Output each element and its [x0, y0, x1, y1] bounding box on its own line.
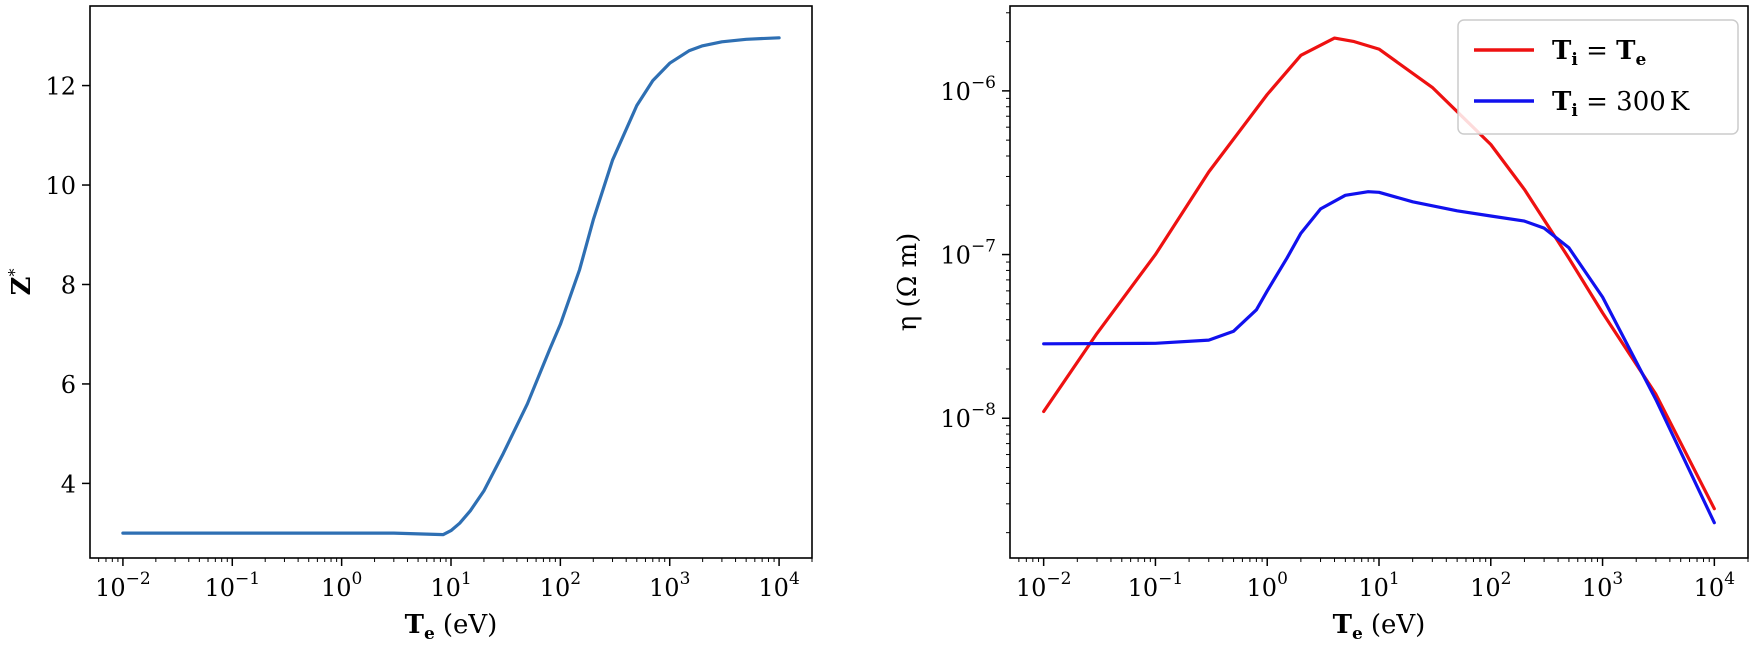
x-tick-label: 104 — [1694, 569, 1735, 602]
y-tick-label: 6 — [61, 371, 76, 399]
legend-label-ti-te: Ti = Te — [1552, 36, 1647, 70]
x-tick-label: 101 — [1358, 569, 1399, 602]
y-tick-label: 10−6 — [940, 73, 996, 106]
left-y-axis-label: Z* — [5, 269, 37, 296]
right-chart-panel: 10−2 10−1 100 101 102 103 104 10−8 10−7 10−6 Te(… — [893, 5, 1749, 644]
series-line-1-0 — [1042, 36, 1716, 511]
series-line-1-1 — [1042, 190, 1716, 525]
left-y-ticks: 4 6 8 10 12 — [45, 73, 90, 498]
legend: Ti = Te Ti = 300 K — [1457, 19, 1739, 135]
x-tick-label: 10−2 — [1016, 569, 1072, 602]
legend-entry-ti-300k: Ti = 300 K — [1474, 87, 1690, 121]
right-y-axis-label: η (Ω m) — [893, 233, 923, 332]
x-tick-label: 101 — [430, 569, 471, 602]
y-tick-label: 12 — [45, 73, 76, 101]
x-tick-label: 104 — [758, 569, 799, 602]
left-chart-panel: 10−2 10−1 100 101 102 103 104 4 6 8 10 12 Te (eV) Z… — [5, 5, 813, 644]
left-axes-frame — [89, 5, 813, 559]
y-tick-label: 10 — [45, 172, 76, 200]
right-x-ticks: 10−2 10−1 100 101 102 103 104 — [1016, 558, 1749, 602]
legend-entry-ti-te: Ti = Te — [1474, 36, 1647, 70]
right-x-axis-label: Te (eV) — [1333, 610, 1426, 644]
left-plot-lines — [121, 36, 781, 537]
left-x-ticks: 10−2 10−1 100 101 102 103 104 — [95, 558, 813, 602]
legend-label-ti-300k: Ti = 300 K — [1552, 87, 1690, 121]
x-tick-label: 100 — [1247, 569, 1288, 602]
x-tick-label: 103 — [1582, 569, 1623, 602]
x-tick-label: 103 — [649, 569, 690, 602]
series-line-0-0 — [121, 36, 781, 537]
right-plot-lines — [1042, 36, 1716, 525]
y-tick-label: 8 — [61, 271, 76, 299]
x-tick-label: 102 — [1470, 569, 1511, 602]
x-tick-label: 10−1 — [1128, 569, 1184, 602]
x-tick-label: 10−2 — [95, 569, 151, 602]
right-y-ticks: 10−8 10−7 10−6 — [940, 12, 1010, 534]
y-tick-label: 10−7 — [940, 237, 996, 270]
x-tick-label: 100 — [321, 569, 362, 602]
y-tick-label: 10−8 — [940, 400, 996, 433]
x-tick-label: 10−1 — [204, 569, 260, 602]
left-x-axis-label: Te (eV) — [405, 610, 498, 644]
x-tick-label: 102 — [540, 569, 581, 602]
y-tick-label: 4 — [61, 470, 76, 498]
